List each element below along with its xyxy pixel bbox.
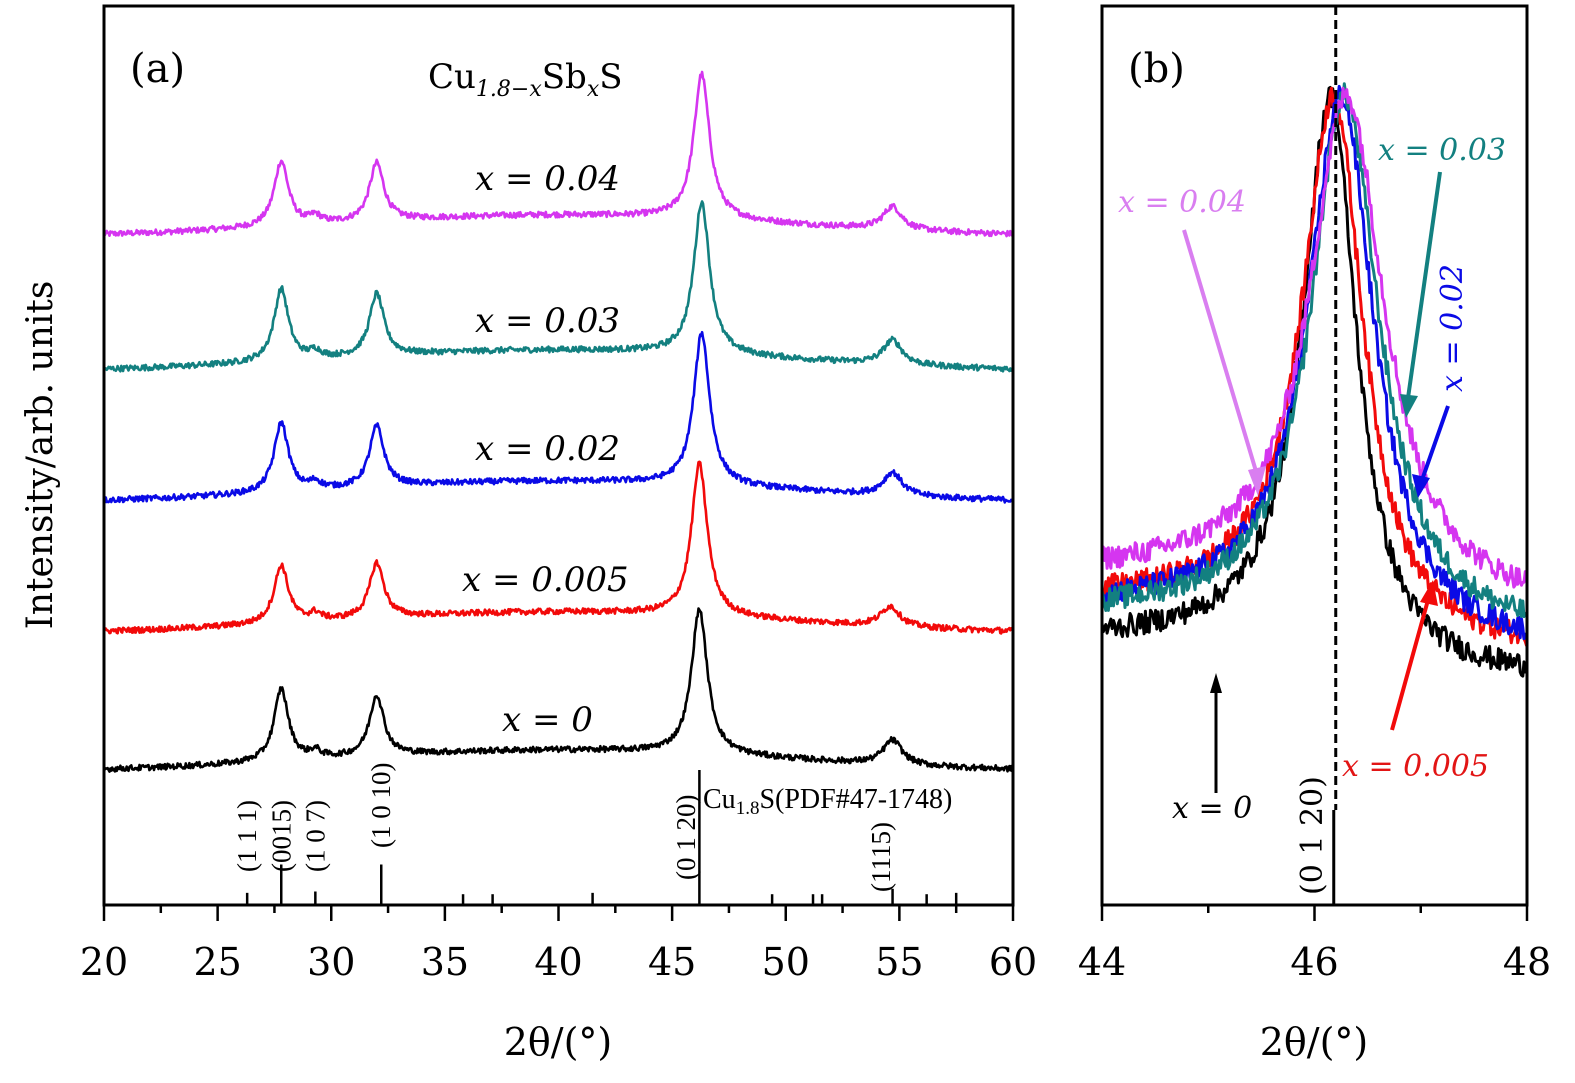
hkl-label: (1115) bbox=[866, 822, 896, 892]
trace-b-x003 bbox=[1102, 82, 1527, 619]
hkl-labels-a: (1 1 1) (0015) (1 0 7) (1 0 10) (0 1 20) (111… bbox=[232, 763, 896, 892]
x-tick-label: 20 bbox=[80, 940, 128, 984]
x-tick-label: 30 bbox=[307, 940, 355, 984]
annotation-x0005: x = 0.005 bbox=[1342, 749, 1489, 784]
trace-a-x003 bbox=[102, 200, 1015, 373]
title-end: S bbox=[599, 57, 622, 97]
arrow-x004 bbox=[1182, 229, 1260, 479]
series-label-x004: x = 0.04 bbox=[475, 159, 620, 199]
x-tick-labels-b: 44 46 48 bbox=[1078, 940, 1551, 984]
x-axis-title-a: 2θ/(°) bbox=[504, 1020, 613, 1064]
annotation-x003: x = 0.03 bbox=[1378, 133, 1506, 168]
hkl-label: (1 1 1) bbox=[232, 800, 262, 872]
x-tick-label: 50 bbox=[762, 940, 810, 984]
trace-b-x004 bbox=[1102, 86, 1527, 589]
panel-label-a: (a) bbox=[130, 46, 185, 92]
x-tick-label: 46 bbox=[1290, 940, 1338, 984]
series-label-x002: x = 0.02 bbox=[475, 429, 620, 469]
x-tick-label: 40 bbox=[534, 940, 582, 984]
panel-a: 20 25 30 35 40 45 50 55 60 (a) Cu1.8−xSbxS x = 0… bbox=[20, 4, 1037, 1064]
reference-lines-a bbox=[245, 770, 958, 905]
annotation-x002: x = 0.02 bbox=[1435, 264, 1470, 392]
series-label-x003: x = 0.03 bbox=[475, 301, 620, 341]
title-base: Cu bbox=[428, 57, 476, 97]
chart-title-a: Cu1.8−xSbxS bbox=[428, 57, 623, 102]
arrowhead-x0005-icon bbox=[1420, 580, 1438, 606]
ref-label-sub: 1.8 bbox=[736, 798, 760, 819]
panel-label-b: (b) bbox=[1128, 46, 1185, 92]
series-label-x0005: x = 0.005 bbox=[462, 560, 629, 600]
series-label-x0: x = 0 bbox=[502, 700, 593, 740]
hkl-label-0120-b: (0 1 20) bbox=[1295, 776, 1330, 895]
title-sub1: 1.8−x bbox=[476, 77, 542, 102]
x-tick-label: 25 bbox=[193, 940, 241, 984]
arrow-x003 bbox=[1406, 171, 1442, 399]
ref-label-end: S(PDF#47-1748) bbox=[759, 784, 952, 815]
x-tick-labels-a: 20 25 30 35 40 45 50 55 60 bbox=[80, 940, 1037, 984]
x-tick-label: 48 bbox=[1503, 940, 1551, 984]
x-tick-label: 44 bbox=[1078, 940, 1126, 984]
reference-label: Cu1.8S(PDF#47-1748) bbox=[703, 784, 952, 819]
arrowhead-x0-icon bbox=[1210, 673, 1222, 693]
arrow-x0005 bbox=[1390, 599, 1430, 731]
trace-b-x002 bbox=[1102, 84, 1527, 641]
trace-a-x002 bbox=[103, 330, 1014, 504]
hkl-label: (1 0 10) bbox=[366, 763, 396, 848]
title-sub2: x bbox=[587, 77, 600, 102]
trace-a-x004 bbox=[102, 70, 1014, 238]
arrowhead-x003-icon bbox=[1400, 394, 1418, 418]
x-tick-label: 55 bbox=[875, 940, 923, 984]
x-ticks-a bbox=[102, 905, 1015, 921]
y-axis-title: Intensity/arb. units bbox=[20, 281, 61, 630]
hkl-label: (1 0 7) bbox=[300, 800, 330, 872]
x-tick-label: 45 bbox=[648, 940, 696, 984]
annotation-x004: x = 0.04 bbox=[1118, 185, 1246, 220]
hkl-label: (0 1 20) bbox=[671, 795, 701, 880]
x-tick-label: 60 bbox=[989, 940, 1037, 984]
ref-label-base: Cu bbox=[703, 784, 736, 815]
panel-b: 44 46 48 (b) x = 0.04 x = 0.03 x = 0.02 x … bbox=[1078, 4, 1551, 1064]
traces-b bbox=[1102, 82, 1527, 678]
annotation-x0: x = 0 bbox=[1172, 791, 1252, 826]
hkl-label: (0015) bbox=[266, 800, 296, 872]
x-tick-label: 35 bbox=[421, 940, 469, 984]
traces-a bbox=[102, 70, 1015, 773]
arrowhead-x004-icon bbox=[1248, 466, 1266, 496]
trace-a-x0 bbox=[102, 607, 1015, 773]
title-mid: Sb bbox=[542, 57, 587, 97]
arrow-x002 bbox=[1420, 405, 1450, 481]
x-axis-title-b: 2θ/(°) bbox=[1260, 1020, 1369, 1064]
arrowhead-x002-icon bbox=[1412, 474, 1430, 498]
trace-a-x0005 bbox=[102, 460, 1015, 635]
x-ticks-b bbox=[1100, 905, 1529, 921]
